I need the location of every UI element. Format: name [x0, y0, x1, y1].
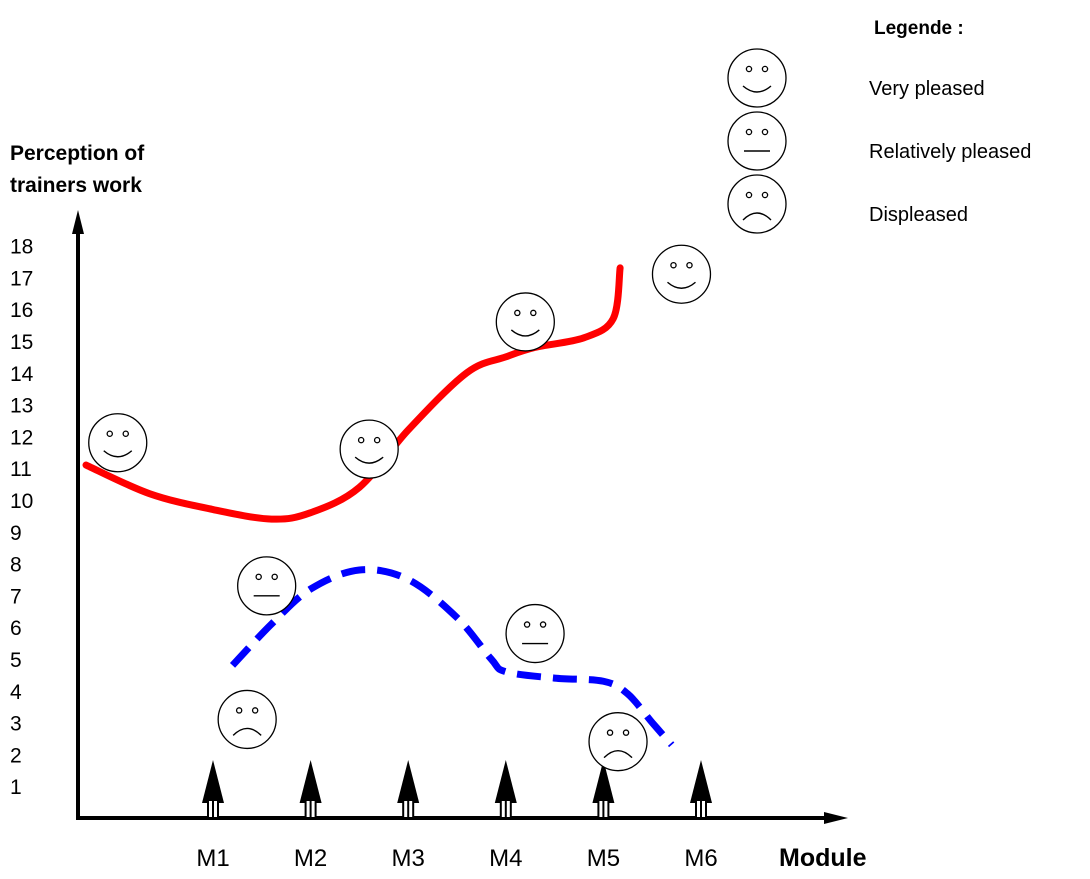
legend-label: Relatively pleased: [869, 141, 1031, 163]
y-tick-label: 3: [10, 713, 22, 736]
x-tick-label: M6: [684, 845, 717, 872]
y-axis-title-line1: Perception of: [10, 142, 145, 165]
y-tick-label: 2: [10, 744, 22, 767]
module-arrow: [690, 760, 712, 819]
y-tick-label: 8: [10, 554, 22, 577]
y-tick-label: 13: [10, 395, 33, 418]
x-tick-label: M3: [392, 845, 425, 872]
module-arrow: [299, 760, 322, 819]
displeased-face-icon: [588, 712, 648, 772]
mood-symbols: [88, 244, 712, 772]
y-tick-label: 7: [10, 585, 22, 608]
module-arrow: [494, 760, 517, 819]
relatively-pleased-face-icon: [505, 603, 565, 664]
legend-label: Displeased: [869, 204, 968, 226]
y-tick-label: 15: [10, 331, 33, 354]
relatively-pleased-face-icon: [727, 111, 787, 171]
displeased-face-icon: [727, 174, 787, 234]
x-tick-labels: M1 M2 M3 M4 M5 M6: [196, 845, 717, 872]
y-tick-label: 18: [10, 236, 33, 259]
very-pleased-face-icon: [495, 292, 555, 352]
legend: Legende : Very pleased Relatively pleased…: [727, 18, 1031, 234]
x-tick-label: M5: [587, 845, 620, 872]
y-tick-label: 14: [10, 363, 34, 386]
y-tick-label: 12: [10, 426, 33, 449]
relatively-pleased-face-icon: [237, 556, 297, 616]
legend-label: Very pleased: [869, 78, 985, 100]
displeased-face-icon: [217, 689, 277, 750]
x-axis: [76, 812, 848, 824]
module-arrow: [397, 760, 420, 819]
legend-title: Legende :: [874, 18, 964, 39]
series-line-dashed: [229, 566, 675, 748]
x-axis-title: Module: [779, 844, 867, 872]
module-arrow: [592, 760, 615, 819]
series-layer: [82, 264, 675, 748]
y-tick-label: 1: [10, 776, 22, 799]
y-tick-label: 4: [10, 681, 22, 704]
very-pleased-face-icon: [88, 413, 148, 473]
very-pleased-face-icon: [651, 244, 712, 304]
module-markers: [202, 760, 712, 819]
very-pleased-face-icon: [727, 48, 787, 108]
y-tick-label: 9: [10, 522, 22, 545]
x-tick-label: M1: [196, 845, 229, 872]
series-line-solid: [82, 264, 624, 523]
y-axis: [72, 210, 84, 820]
very-pleased-face-icon: [339, 419, 399, 479]
y-axis-title-line2: trainers work: [10, 174, 142, 197]
x-tick-label: M4: [489, 845, 522, 872]
y-tick-label: 16: [10, 299, 33, 322]
y-tick-label: 6: [10, 617, 22, 640]
x-tick-label: M2: [294, 845, 327, 872]
y-tick-label: 10: [10, 490, 33, 513]
y-tick-label: 5: [10, 649, 22, 672]
y-tick-label: 11: [10, 458, 32, 481]
y-tick-label: 17: [10, 267, 33, 290]
module-arrow: [202, 760, 224, 819]
